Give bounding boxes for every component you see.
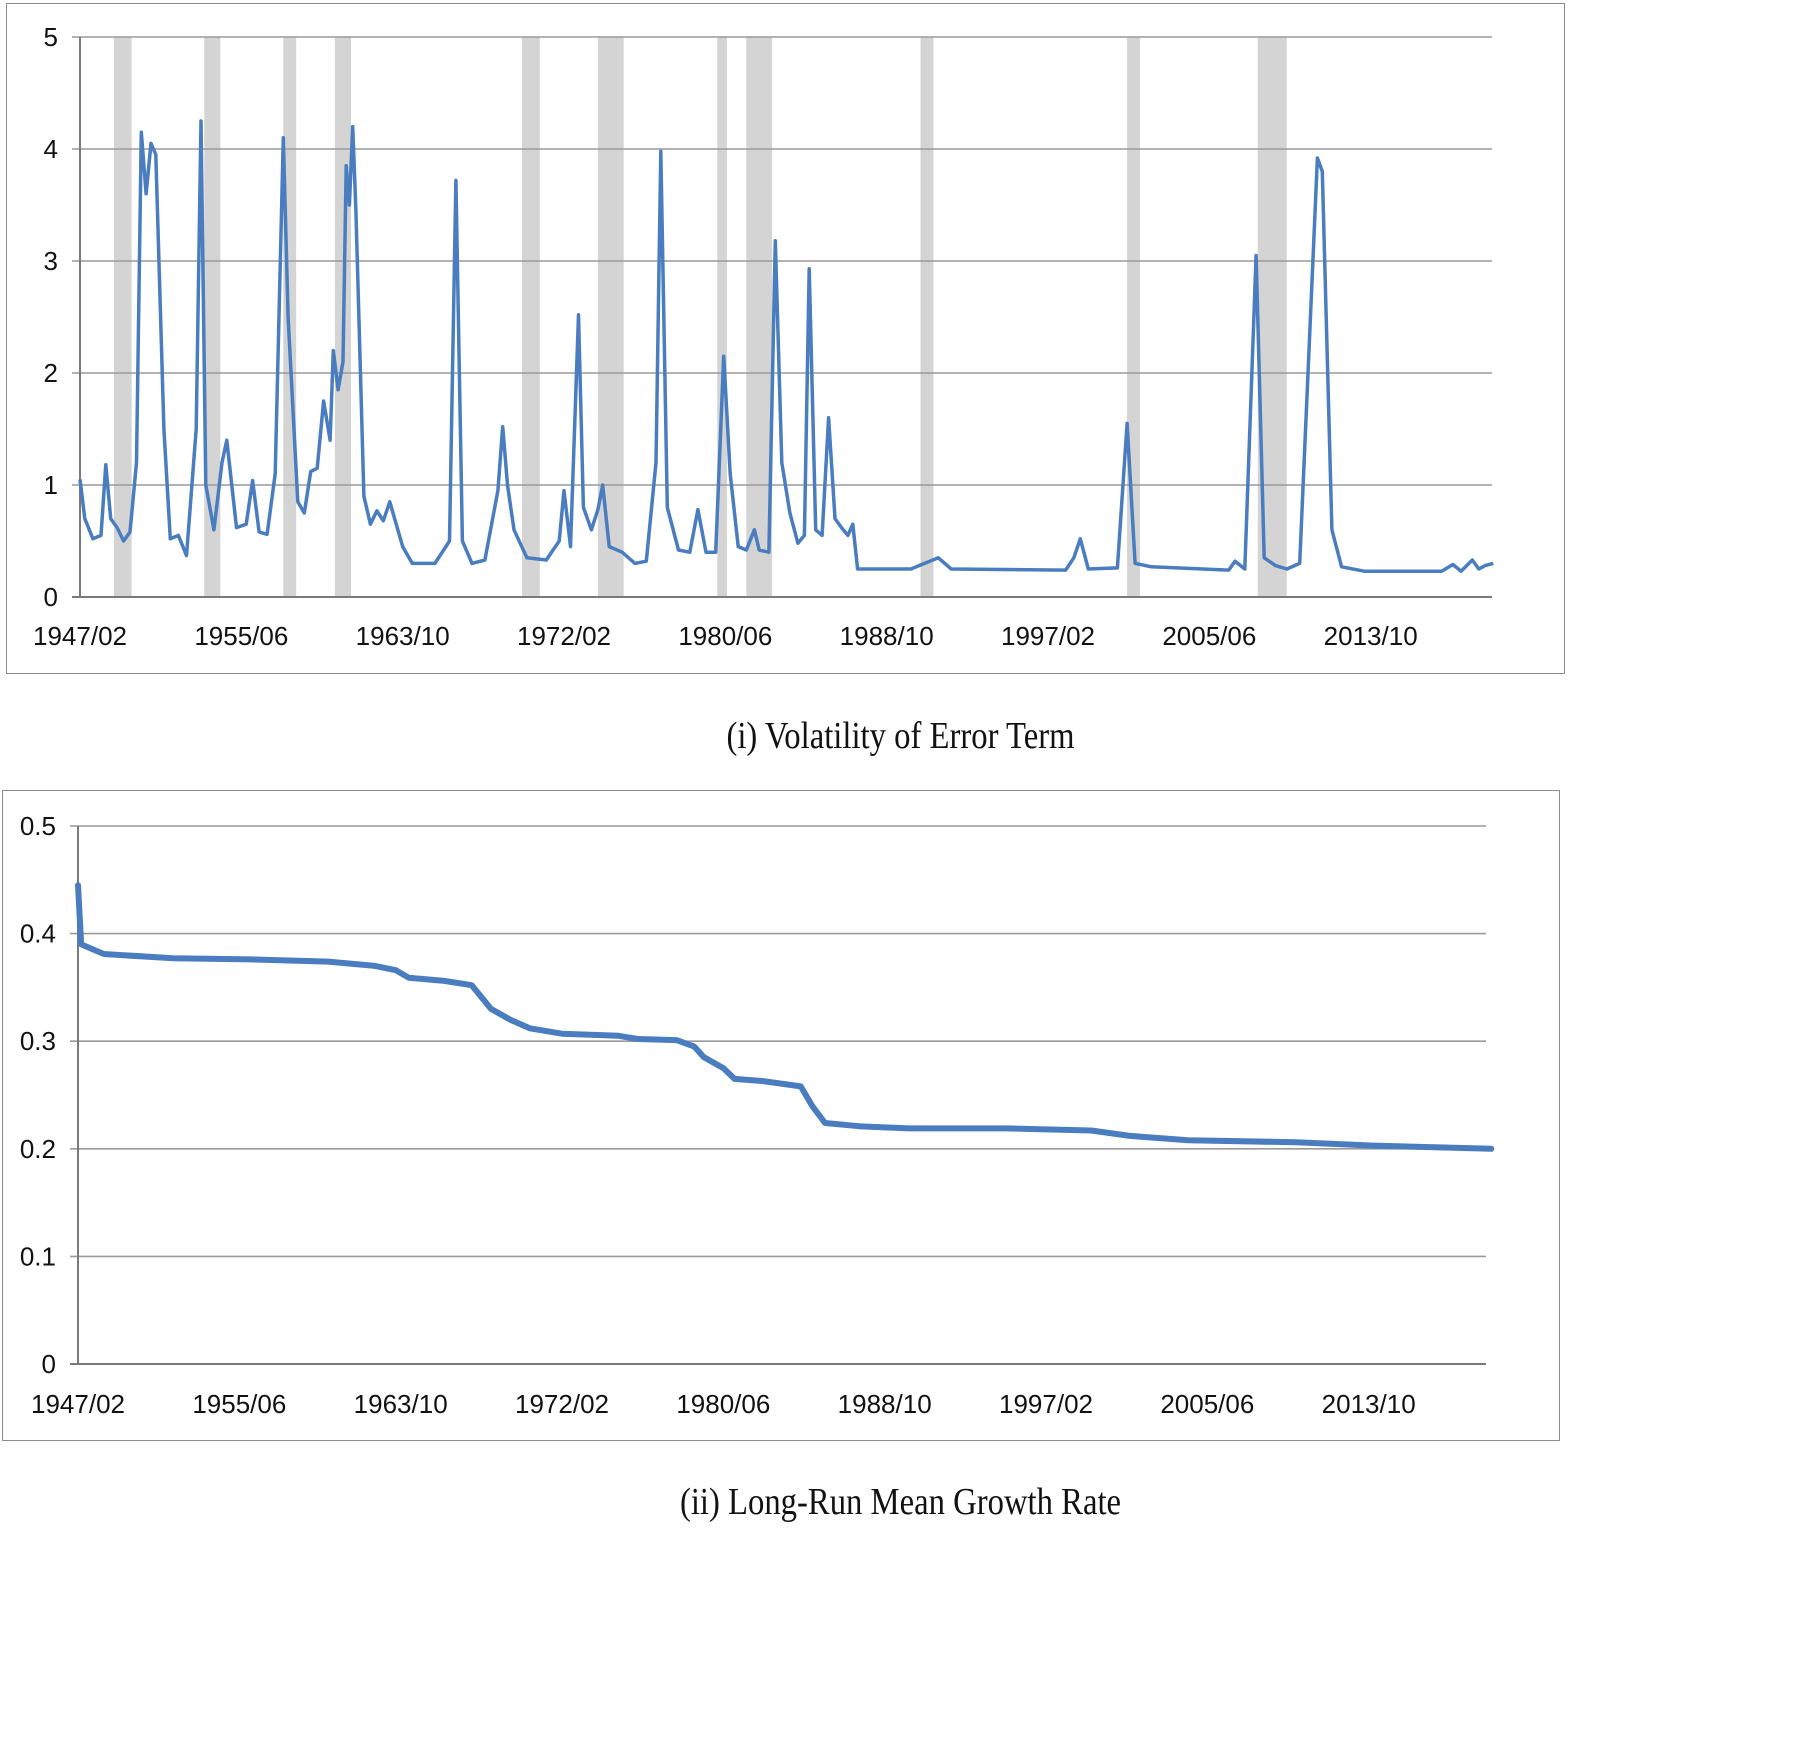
- x-tick-label: 1963/10: [356, 621, 450, 651]
- x-tick-label: 2005/06: [1162, 621, 1256, 651]
- y-tick-label: 1: [44, 470, 58, 500]
- y-tick-label: 0.4: [20, 919, 56, 949]
- recession-band: [522, 37, 540, 597]
- recession-band: [597, 37, 624, 597]
- x-tick-label: 1997/02: [1001, 621, 1095, 651]
- caption-long-run-mean: (ii) Long-Run Mean Growth Rate: [679, 1481, 1122, 1523]
- recession-band: [204, 37, 221, 597]
- y-tick-label: 0.2: [20, 1134, 56, 1164]
- y-tick-label: 0.1: [20, 1241, 56, 1271]
- chart-long-run-mean-growth-rate: 00.10.20.30.40.5 1947/02 1955/06 1963/10 19…: [20, 811, 1495, 1419]
- y-tick-label: 3: [44, 246, 58, 276]
- recession-band: [746, 37, 773, 597]
- y-axis-tick-labels: 0 1 2 3 4 5: [44, 22, 58, 612]
- x-tick-label: 1988/10: [838, 1389, 932, 1419]
- x-tick-label: 2005/06: [1160, 1389, 1254, 1419]
- y-tick-label: 0.3: [20, 1026, 56, 1056]
- chart-frame-long-run-mean: [2, 790, 1560, 1441]
- volatility-series-line: [78, 119, 1494, 573]
- chart-frame-volatility: [6, 3, 1565, 674]
- y-tick-label: 0: [44, 582, 58, 612]
- recession-band: [113, 37, 132, 597]
- x-tick-label: 1972/02: [517, 621, 611, 651]
- recession-band: [920, 37, 934, 597]
- recession-band: [717, 37, 727, 597]
- y-tick-label: 2: [44, 358, 58, 388]
- x-tick-label: 2013/10: [1324, 621, 1418, 651]
- x-tick-label: 1980/06: [678, 621, 772, 651]
- long-run-mean-series-line: [75, 882, 1495, 1152]
- x-tick-label: 1955/06: [192, 1389, 286, 1419]
- x-tick-label: 1955/06: [194, 621, 288, 651]
- x-tick-label: 1947/02: [31, 1389, 125, 1419]
- gridlines: [70, 825, 1486, 1365]
- chart-volatility-of-error-term: 0 1 2 3 4 5 1947/02 1955/06 1963/10 1972/02 1980/…: [33, 22, 1494, 651]
- y-axis-tick-labels: 0 0.1 0.2 0.3 0.4 0.5: [20, 811, 56, 1379]
- x-tick-label: 1963/10: [354, 1389, 448, 1419]
- caption-volatility: (i) Volatility of Error Term: [726, 715, 1075, 757]
- x-tick-label: 1980/06: [676, 1389, 770, 1419]
- y-tick-label: 5: [44, 22, 58, 52]
- y-tick-label: 0.5: [20, 811, 56, 841]
- x-tick-label: 2013/10: [1322, 1389, 1416, 1419]
- x-axis-tick-labels: 1947/02 1955/06 1963/10 1972/02 1980/06 1988/…: [31, 1389, 1416, 1419]
- y-tick-label: 0: [42, 1349, 56, 1379]
- x-axis-tick-labels: 1947/02 1955/06 1963/10 1972/02 1980/06 1988/…: [33, 621, 1418, 651]
- y-tick-label: 4: [44, 134, 58, 164]
- x-tick-label: 1947/02: [33, 621, 127, 651]
- x-tick-label: 1972/02: [515, 1389, 609, 1419]
- x-tick-label: 1997/02: [999, 1389, 1093, 1419]
- x-tick-label: 1988/10: [840, 621, 934, 651]
